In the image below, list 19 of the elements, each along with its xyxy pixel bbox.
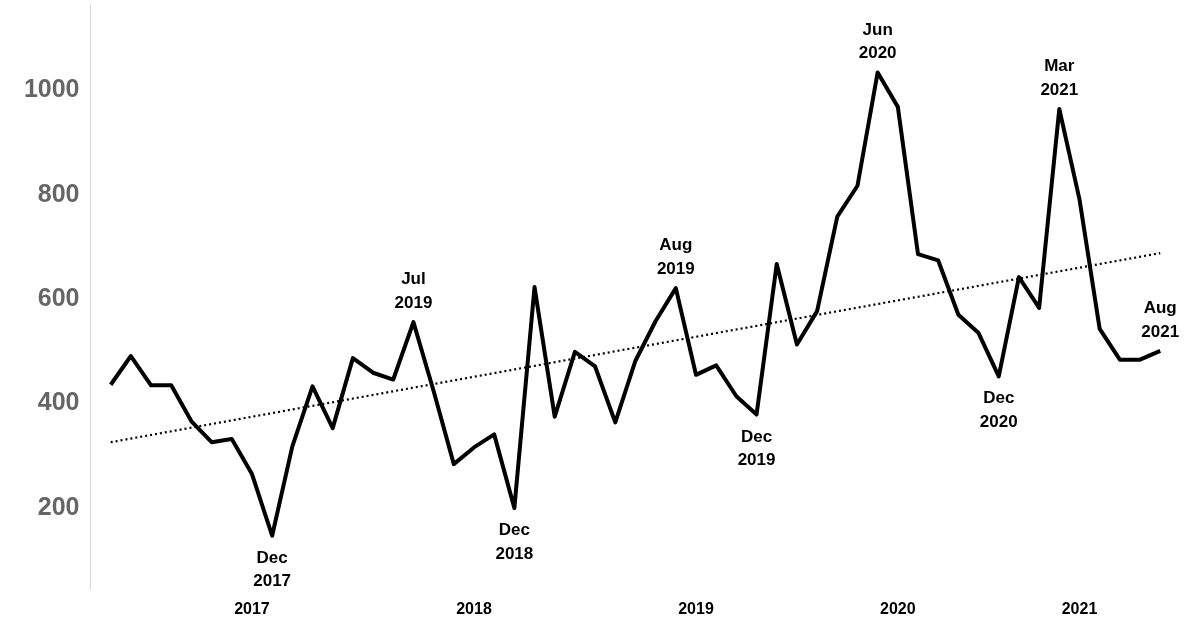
annotation: Jul 2019: [394, 269, 433, 313]
annotation: Dec 2020: [979, 388, 1018, 432]
y-tick-label: 200: [37, 491, 80, 520]
y-tick-label: 400: [37, 387, 80, 416]
x-tick-label: 2019: [678, 599, 714, 617]
x-tick-label: 2018: [456, 599, 492, 617]
annotation: Aug 2021: [1141, 298, 1180, 341]
annotation: Dec 2018: [495, 520, 534, 563]
annotation: Jun 2020: [858, 19, 897, 63]
y-tick-label: 600: [37, 283, 80, 311]
x-tick-label: 2021: [1061, 599, 1098, 617]
annotation: Aug 2019: [656, 235, 695, 279]
y-tick-label: 800: [37, 178, 80, 207]
annotation: Mar 2021: [1040, 56, 1079, 99]
annotation: Dec 2017: [253, 547, 292, 591]
x-tick-label: 2017: [234, 599, 270, 617]
x-tick-label: 2020: [880, 599, 916, 617]
y-tick-label: 1000: [23, 74, 80, 103]
annotation: Dec 2019: [737, 426, 776, 470]
